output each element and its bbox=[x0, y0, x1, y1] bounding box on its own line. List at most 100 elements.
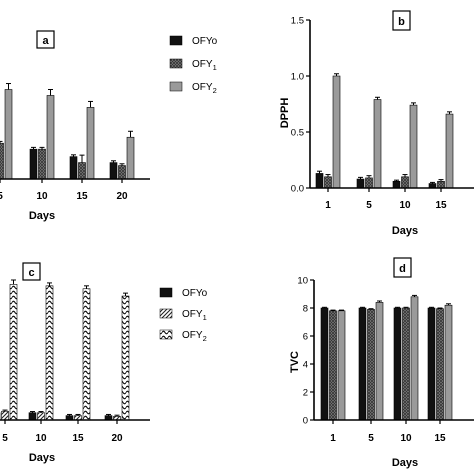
panel-d-ylabel: TVC bbox=[289, 351, 301, 373]
panel-d-bar-ofyo-1 bbox=[320, 307, 329, 421]
panel-b-xtick-label: 5 bbox=[366, 200, 372, 211]
legend-label-base: OFY bbox=[182, 309, 203, 320]
legend-c-label-ofy2: OFY2 bbox=[182, 330, 207, 343]
panel-c-xtick-label: 5 bbox=[2, 433, 8, 444]
panel-b-xtick-label: 15 bbox=[435, 200, 447, 211]
panel-b-xtick-label: 10 bbox=[399, 200, 411, 211]
panel-d-ytick-label: 0 bbox=[303, 416, 308, 427]
panel-a-bar-ofy1-15 bbox=[78, 162, 86, 180]
panel-b-bar-ofy2-1 bbox=[332, 75, 341, 189]
panel-d-ytick-label: 2 bbox=[303, 388, 308, 399]
panel-c-bar-ofy2-10 bbox=[45, 285, 54, 421]
panel-d-xtick-label: 10 bbox=[400, 433, 412, 444]
panel-b-xlabel: Days bbox=[392, 225, 418, 237]
panel-a-xtick-label: 5 bbox=[0, 191, 3, 202]
static-layer: 5101520OFYoOFY1OFY20.00.51.01.5151015510… bbox=[0, 16, 474, 444]
panel-d-label-box bbox=[393, 257, 412, 278]
legend-a-label-ofy1: OFY1 bbox=[192, 59, 217, 72]
panel-c-bar-ofy1-10 bbox=[37, 412, 45, 421]
panel-d-ytick-label: 6 bbox=[303, 332, 308, 343]
panel-d-bar-ofy1-1 bbox=[329, 310, 337, 421]
panel-d-bar-ofy1-10 bbox=[402, 307, 410, 421]
panel-a-bar-ofy1-5 bbox=[0, 142, 4, 180]
panel-b-bar-ofy1-1 bbox=[324, 176, 332, 189]
panel-a-bar-ofy2-20 bbox=[126, 136, 135, 180]
legend-label-subscript: 1 bbox=[213, 63, 217, 72]
panel-a-xlabel: Days bbox=[29, 210, 55, 222]
panel-b-bar-ofy2-5 bbox=[373, 99, 382, 189]
panel-d-ytick-label: 4 bbox=[303, 360, 308, 371]
panel-b-bar-ofy1-10 bbox=[401, 176, 409, 189]
legend-a-swatch-ofy1 bbox=[169, 58, 183, 69]
panel-b-label-box bbox=[392, 10, 411, 31]
panel-d-xtick-label: 5 bbox=[368, 433, 374, 444]
panel-d-bar-ofy1-5 bbox=[367, 309, 375, 421]
legend-label-base: OFY bbox=[192, 82, 213, 93]
panel-c-xlabel: Days bbox=[29, 452, 55, 464]
legend-c-label-ofy1: OFY1 bbox=[182, 309, 207, 322]
panel-b-ylabel: DPPH bbox=[279, 98, 291, 129]
panel-d-bar-ofy2-1 bbox=[337, 310, 346, 421]
panel-d-bar-ofy2-5 bbox=[375, 302, 384, 421]
panel-c-bar-ofy2-5 bbox=[9, 284, 18, 421]
legend-label-base: OFY bbox=[192, 59, 213, 70]
panel-a-bar-ofy2-5 bbox=[4, 89, 13, 180]
panel-d-bar-ofyo-10 bbox=[393, 307, 402, 421]
panel-d-bar-ofy2-15 bbox=[444, 304, 453, 421]
legend-a-swatch-ofyo bbox=[169, 35, 183, 46]
panel-b-ytick-label: 1.0 bbox=[291, 72, 304, 83]
legend-label-base: OFY bbox=[182, 330, 203, 341]
panel-c-bar-ofyo-10 bbox=[28, 412, 37, 421]
panel-b-bar-ofy1-15 bbox=[437, 180, 445, 189]
panel-a-bar-ofy2-10 bbox=[46, 95, 55, 180]
panel-d: d TVC Days bbox=[289, 257, 418, 469]
panel-d-bar-ofyo-5 bbox=[358, 307, 367, 421]
panel-c-bar-ofy2-15 bbox=[82, 288, 91, 421]
legend-label-subscript: 2 bbox=[203, 334, 207, 343]
legend-label-base: OFYo bbox=[182, 288, 208, 299]
panel-d-xtick-label: 1 bbox=[330, 433, 336, 444]
panel-d-xlabel: Days bbox=[392, 457, 418, 469]
panel-d-bar-ofyo-15 bbox=[427, 307, 436, 421]
legend-c-swatch-ofyo bbox=[159, 287, 173, 298]
panel-d-ytick-label: 10 bbox=[297, 276, 308, 287]
panel-c-letter: c bbox=[28, 267, 34, 279]
panel-c-bar-ofy1-5 bbox=[1, 410, 9, 421]
panel-b-bar-ofy2-15 bbox=[445, 113, 454, 189]
panel-b-xtick-label: 1 bbox=[325, 200, 331, 211]
legend-a-label-ofy2: OFY2 bbox=[192, 82, 217, 95]
panel-b-ytick-label: 0.0 bbox=[291, 184, 304, 195]
panel-a-bar-ofy1-10 bbox=[38, 148, 46, 180]
legend-a-swatch-ofy2 bbox=[169, 81, 183, 92]
bars-layer bbox=[0, 73, 454, 421]
panel-a-xtick-label: 15 bbox=[76, 191, 88, 202]
panel-a-bar-ofyo-15 bbox=[69, 156, 78, 180]
panel-b-bar-ofyo-5 bbox=[356, 178, 365, 189]
panel-c-bar-ofy2-20 bbox=[121, 295, 130, 421]
panel-a-bar-ofyo-20 bbox=[109, 162, 118, 180]
panel-b-bar-ofyo-10 bbox=[392, 180, 401, 189]
panel-b-letter: b bbox=[398, 16, 405, 28]
legend-label-subscript: 2 bbox=[213, 86, 217, 95]
panel-c-xtick-label: 15 bbox=[72, 433, 84, 444]
panel-c-xtick-label: 10 bbox=[35, 433, 47, 444]
panel-b-ytick-label: 0.5 bbox=[291, 128, 304, 139]
panel-b-bar-ofy2-10 bbox=[409, 104, 418, 189]
panel-c: c Days bbox=[22, 262, 55, 464]
panel-b-bar-ofyo-1 bbox=[315, 173, 324, 189]
panel-d-letter: d bbox=[399, 263, 406, 275]
legend-label-subscript: 1 bbox=[203, 313, 207, 322]
panel-b-ytick-label: 1.5 bbox=[291, 16, 304, 27]
panel-a: a Days bbox=[29, 30, 55, 222]
panel-a-bar-ofy1-20 bbox=[118, 165, 126, 180]
panel-b-bar-ofy1-5 bbox=[365, 177, 373, 189]
legend-c-swatch-ofy2 bbox=[159, 329, 173, 340]
panel-d-xtick-label: 15 bbox=[434, 433, 446, 444]
legend-a-label-ofyo: OFYo bbox=[192, 36, 218, 47]
legend-label-base: OFYo bbox=[192, 36, 218, 47]
panel-a-xtick-label: 20 bbox=[116, 191, 128, 202]
panel-a-letter: a bbox=[42, 35, 49, 47]
panel-a-bar-ofyo-10 bbox=[29, 148, 38, 180]
panel-d-ytick-label: 8 bbox=[303, 304, 308, 315]
